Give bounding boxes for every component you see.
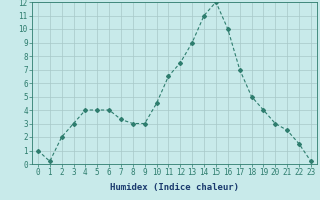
X-axis label: Humidex (Indice chaleur): Humidex (Indice chaleur) — [110, 183, 239, 192]
